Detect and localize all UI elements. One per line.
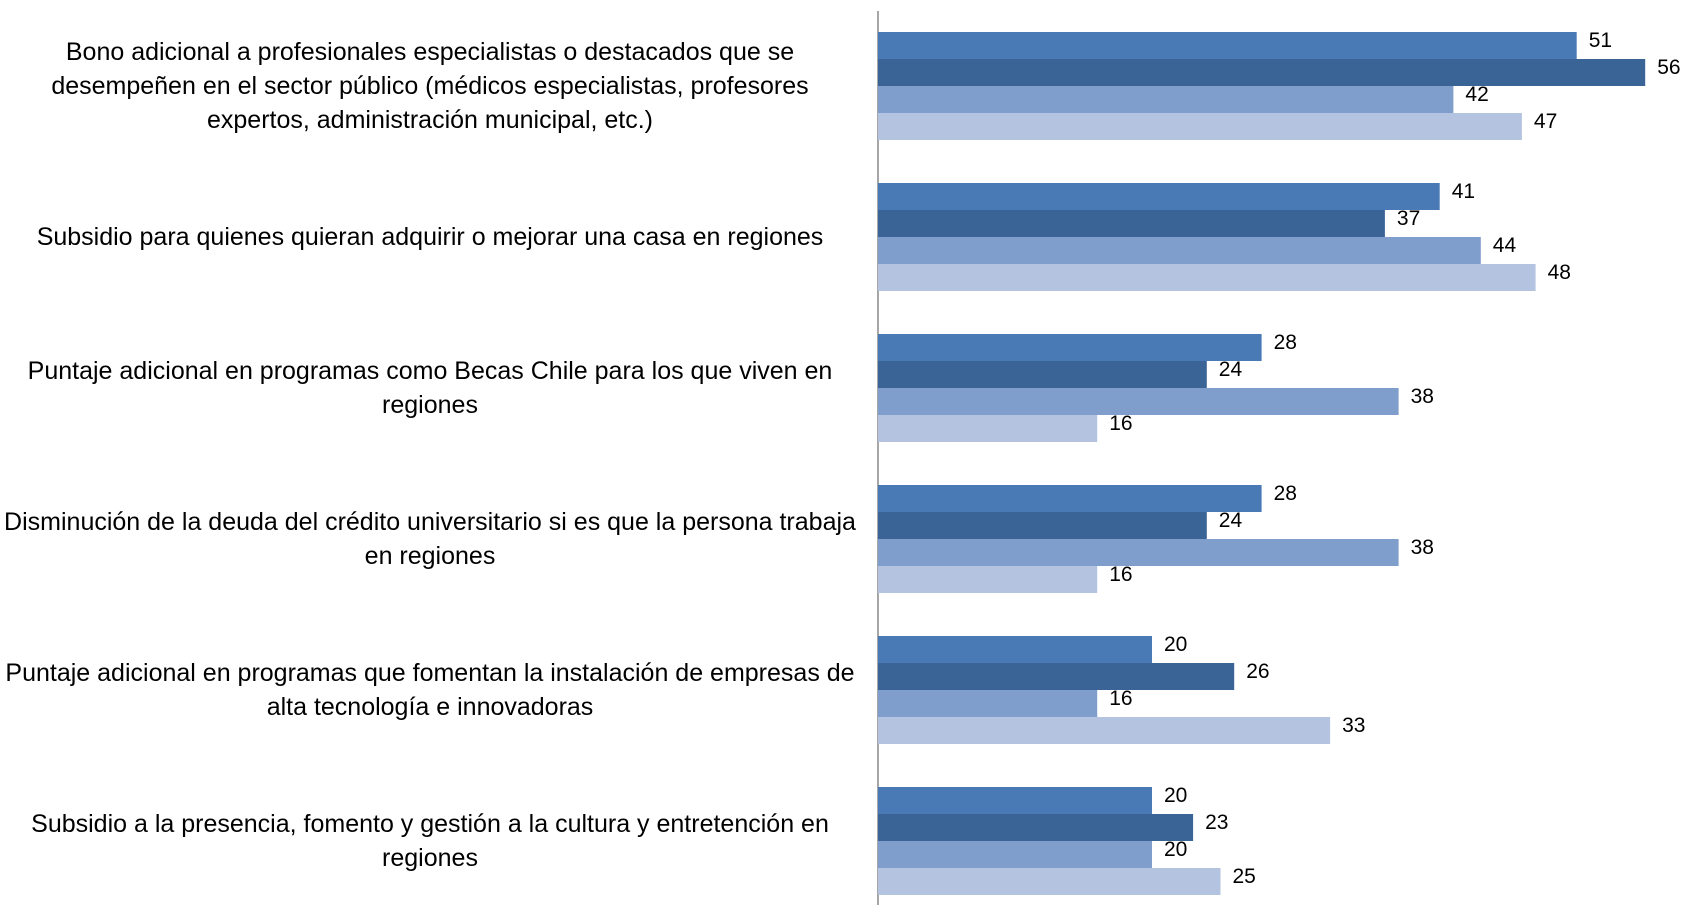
bar (878, 32, 1577, 59)
bar (878, 690, 1098, 717)
bar (878, 361, 1207, 388)
value-label: 42 (1465, 83, 1488, 106)
bar (878, 636, 1152, 663)
bar (878, 512, 1207, 539)
value-label: 26 (1246, 660, 1269, 683)
bar (878, 787, 1152, 814)
bar (878, 183, 1440, 210)
bar (878, 814, 1194, 841)
value-label: 24 (1219, 358, 1243, 381)
value-label: 51 (1589, 29, 1612, 52)
value-label: 20 (1164, 633, 1187, 656)
value-label: 16 (1109, 563, 1132, 586)
value-label: 48 (1548, 261, 1571, 284)
value-label: 37 (1397, 207, 1420, 230)
bar (878, 566, 1098, 593)
value-label: 20 (1164, 784, 1187, 807)
bar (878, 415, 1098, 442)
bar (878, 841, 1152, 868)
bar (878, 868, 1221, 895)
value-label: 33 (1342, 714, 1365, 737)
bar (878, 113, 1522, 140)
category-label: Puntaje adicional en programas como Beca… (27, 357, 833, 419)
category-label: Subsidio para quienes quieran adquirir o… (36, 223, 824, 251)
value-label: 44 (1493, 234, 1517, 257)
value-label: 16 (1109, 412, 1132, 435)
value-label: 23 (1205, 811, 1228, 834)
bar (878, 485, 1262, 512)
bar (878, 717, 1331, 744)
category-label: Bono adicional a profesionales especiali… (51, 38, 809, 134)
category-label: Disminución de la deuda del crédito univ… (4, 508, 856, 570)
value-label: 24 (1219, 509, 1243, 532)
bar (878, 334, 1262, 361)
value-label: 28 (1274, 482, 1297, 505)
value-label: 56 (1657, 56, 1680, 79)
bar (878, 210, 1385, 237)
value-label: 41 (1452, 180, 1475, 203)
bar (878, 663, 1235, 690)
value-label: 38 (1411, 536, 1434, 559)
bar (878, 86, 1454, 113)
value-label: 38 (1411, 385, 1434, 408)
bar (878, 59, 1646, 86)
bar (878, 388, 1399, 415)
value-label: 20 (1164, 838, 1187, 861)
value-label: 47 (1534, 110, 1557, 133)
category-label: Subsidio a la presencia, fomento y gesti… (31, 810, 829, 872)
category-label: Puntaje adicional en programas que fomen… (5, 659, 855, 721)
bar (878, 539, 1399, 566)
value-label: 28 (1274, 331, 1297, 354)
value-label: 16 (1109, 687, 1132, 710)
bar (878, 237, 1481, 264)
bar (878, 264, 1536, 291)
value-label: 25 (1233, 865, 1256, 888)
